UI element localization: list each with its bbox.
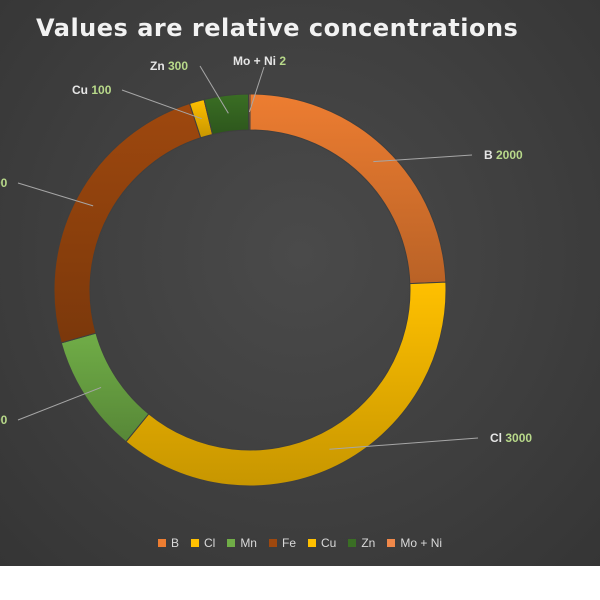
leader-line xyxy=(17,182,94,207)
data-label-value: 100 xyxy=(91,83,112,97)
leader-line xyxy=(199,65,229,114)
legend-item: Zn xyxy=(348,536,375,550)
data-label-value: 3000 xyxy=(505,431,533,445)
donut-slice-fe xyxy=(53,102,202,344)
chart-legend: B Cl Mn Fe Cu Zn Mo + Ni xyxy=(0,536,600,550)
data-label-value: 00 xyxy=(0,413,8,427)
legend-label: Mo + Ni xyxy=(400,536,443,550)
chart-title: Values are relative concentrations xyxy=(36,14,519,42)
data-label: Cl 3000 xyxy=(490,431,532,445)
data-label-name: Mo + Ni xyxy=(233,54,280,68)
data-label-name: Zn xyxy=(150,59,168,73)
data-label-name: B xyxy=(484,148,496,162)
legend-label: Mn xyxy=(240,536,257,550)
donut-slice-zn xyxy=(203,93,250,136)
data-label: Mo + Ni 2 xyxy=(233,54,286,68)
legend-swatch xyxy=(387,539,396,547)
legend-swatch xyxy=(268,539,277,547)
leader-line xyxy=(121,89,202,120)
data-label-name: Cl xyxy=(490,431,506,445)
leader-line xyxy=(248,66,265,113)
data-label: Cu 100 xyxy=(72,83,111,97)
legend-label: Fe xyxy=(281,536,296,550)
data-label-value: 2000 xyxy=(496,148,523,162)
data-label: 00 xyxy=(0,176,7,190)
data-label: Zn 300 xyxy=(150,59,188,73)
leader-line xyxy=(329,437,479,450)
leader-line xyxy=(17,386,102,421)
legend-label: Cl xyxy=(203,536,216,550)
legend-swatch xyxy=(190,539,199,547)
leader-line xyxy=(373,154,473,163)
donut-slice-mn xyxy=(60,332,150,443)
legend-label: B xyxy=(170,536,179,550)
donut-slice-b xyxy=(249,93,447,285)
legend-swatch xyxy=(308,539,316,547)
data-label-value: 00 xyxy=(0,176,8,190)
chart-area: Values are relative concentrations B 200… xyxy=(0,0,600,566)
legend-label: Zn xyxy=(361,536,376,550)
donut-slice-cl xyxy=(125,281,447,487)
data-label-value: 300 xyxy=(168,59,189,73)
legend-swatch xyxy=(348,539,357,547)
legend-item: Cu xyxy=(308,536,336,550)
legend-swatch xyxy=(157,539,166,547)
legend-swatch xyxy=(227,539,236,547)
donut-slice-mo-ni xyxy=(248,93,251,131)
legend-item: B xyxy=(157,536,179,550)
legend-item: Mn xyxy=(227,536,257,550)
legend-item: Mo + Ni xyxy=(387,536,442,550)
data-label: B 2000 xyxy=(484,148,523,162)
legend-item: Cl xyxy=(190,536,216,550)
legend-item: Fe xyxy=(268,536,296,550)
data-label: 00 xyxy=(0,413,7,427)
data-label-name: Cu xyxy=(72,83,92,97)
donut-chart xyxy=(17,65,479,487)
data-label-value: 2 xyxy=(279,54,287,68)
legend-label: Cu xyxy=(321,536,337,550)
